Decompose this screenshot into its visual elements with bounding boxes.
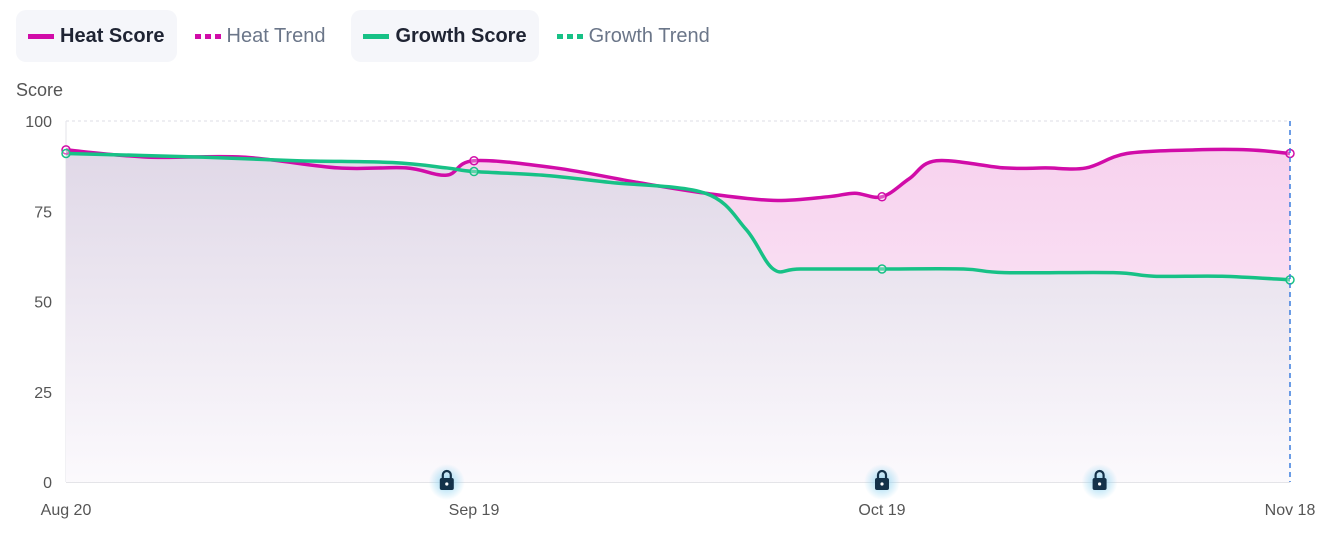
y-axis-label: Score: [16, 80, 64, 100]
x-tick-label: Oct 19: [858, 502, 905, 519]
lock-keyhole: [880, 482, 884, 486]
lock-keyhole: [445, 482, 449, 486]
data-point: [469, 155, 479, 166]
x-tick-label: Aug 20: [41, 502, 92, 519]
y-tick-label: 75: [34, 204, 52, 221]
legend-label: Heat Trend: [226, 24, 326, 47]
legend-label: Heat Score: [60, 24, 165, 47]
legend-growth-trend[interactable]: Growth Trend: [553, 10, 714, 62]
x-tick-label: Nov 18: [1265, 502, 1316, 519]
y-tick-label: 25: [34, 385, 52, 402]
lock-shackle: [876, 469, 888, 479]
lock-keyhole: [1098, 482, 1102, 486]
lock-icon: [428, 464, 465, 500]
data-point: [877, 192, 887, 202]
lock-shackle: [441, 469, 452, 479]
y-tick-label: 100: [25, 114, 52, 131]
growth-trend-swatch: [556, 33, 583, 39]
lock-icon: [1081, 464, 1118, 500]
area-growth-score: [66, 153, 1290, 483]
legend-growth-score[interactable]: Growth Score: [351, 10, 539, 62]
data-point: [877, 264, 887, 274]
legend: Heat Score Heat Trend Growth Score Growt…: [16, 10, 736, 62]
y-tick-label: 50: [34, 295, 52, 312]
legend-label: Growth Score: [395, 24, 527, 47]
legend-heat-trend[interactable]: Heat Trend: [191, 10, 330, 62]
data-point: [61, 148, 71, 159]
heat-score-swatch: [28, 33, 54, 39]
growth-score-swatch: [363, 33, 390, 39]
heat-trend-swatch: [194, 33, 221, 39]
legend-label: Growth Trend: [588, 24, 710, 47]
lock-shackle: [1094, 469, 1105, 479]
lock-icon: [864, 464, 900, 500]
line-growth-score: [65, 151, 1291, 282]
legend-heat-score[interactable]: Heat Score: [16, 10, 177, 62]
line-heat-score: [65, 147, 1291, 203]
x-tick-label: Sep 19: [449, 502, 500, 519]
y-tick-label: 0: [43, 475, 52, 492]
data-point: [469, 166, 479, 177]
